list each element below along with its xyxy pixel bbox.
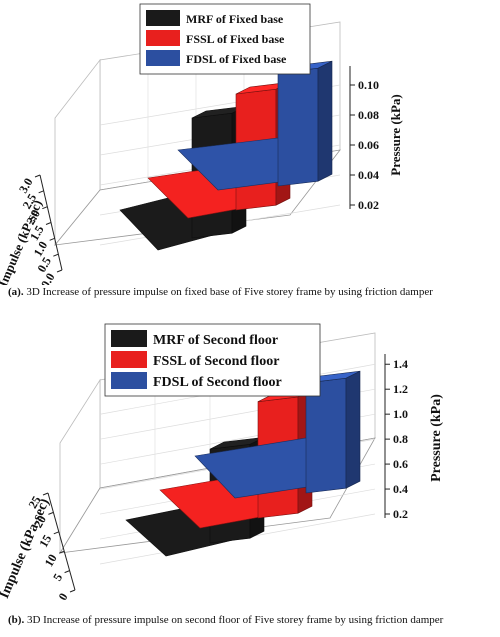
impulse-tick-mark xyxy=(45,222,52,225)
pressure-tick-label: 0.04 xyxy=(358,168,379,182)
impulse-tick-label: 0 xyxy=(55,591,70,603)
impulse-tick-label: 0.0 xyxy=(38,271,58,286)
pressure-tick-label: 1.2 xyxy=(393,382,408,396)
caption-b: (b). 3D Increase of pressure impulse on … xyxy=(8,614,498,626)
impulse-tick-label: 5 xyxy=(50,571,65,583)
pressure-tick-label: 0.08 xyxy=(358,108,379,122)
impulse-tick-mark xyxy=(69,589,76,593)
impulse-tick-label: 2.5 xyxy=(20,191,40,211)
pressure-tick-label: 0.4 xyxy=(393,482,408,496)
legend-label-1: MRF of Second floor xyxy=(153,333,278,348)
impulse-tick-mark xyxy=(53,253,59,257)
chart-a: 0.02 0.04 0.06 0.08 0.10 Pressure (kPa) 0.00.5… xyxy=(0,3,403,286)
legend-swatch-2 xyxy=(146,30,180,46)
impulse-tick-label: 15 xyxy=(36,532,54,549)
series-3-wall-side xyxy=(345,370,361,489)
legend-label-3: FDSL of Fixed base xyxy=(186,52,287,66)
legend-swatch-1 xyxy=(111,330,147,347)
pressure-tick-label: 1.0 xyxy=(393,407,408,421)
impulse-tick-mark xyxy=(53,531,59,535)
impulse-tick-label: 1.0 xyxy=(31,239,51,259)
chart-b: 0.2 0.4 0.6 0.8 1.0 1.2 1.4 Pressure (kPa) 0 5 10 1… xyxy=(0,323,444,603)
legend-swatch-2 xyxy=(111,351,147,368)
pressure-axis-title: Pressure (kPa) xyxy=(429,394,444,482)
pressure-tick-label: 0.10 xyxy=(358,78,379,92)
impulse-tick-mark xyxy=(56,269,63,273)
legend-swatch-3 xyxy=(111,372,147,389)
series-3-wall-side xyxy=(317,60,333,182)
pressure-tick-label: 0.6 xyxy=(393,457,408,471)
impulse-tick-label: 2.0 xyxy=(23,207,43,227)
impulse-axis-line xyxy=(39,174,63,271)
legend-label-3: FDSL of Second floor xyxy=(153,375,282,390)
legend-swatch-3 xyxy=(146,50,180,66)
chart-panel-b: 0.2 0.4 0.6 0.8 1.0 1.2 1.4 Pressure (kPa) 0 5 10 1… xyxy=(0,318,500,637)
legend-label-2: FSSL of Second floor xyxy=(153,354,279,369)
impulse-tick-label: 1.5 xyxy=(27,223,47,243)
impulse-tick-mark xyxy=(49,237,55,241)
pressure-axis-title: Pressure (kPa) xyxy=(388,94,403,175)
pressure-tick-label: 0.02 xyxy=(358,198,379,212)
chart-panel-a: 0.02 0.04 0.06 0.08 0.10 Pressure (kPa) 0.0 0.5… xyxy=(0,0,500,318)
caption-b-label: (b). xyxy=(8,614,25,626)
caption-a-label: (a). xyxy=(8,286,24,298)
legend-swatch-1 xyxy=(146,10,180,26)
impulse-tick-label: 0.5 xyxy=(34,255,54,275)
impulse-tick-mark xyxy=(59,550,65,554)
pressure-tick-label: 0.8 xyxy=(393,432,408,446)
impulse-tick-mark xyxy=(42,206,48,210)
caption-b-text: 3D Increase of pressure impulse on secon… xyxy=(26,614,444,626)
impulse-tick-mark xyxy=(64,570,70,574)
impulse-tick-mark xyxy=(38,190,44,194)
legend-label-2: FSSL of Fixed base xyxy=(186,32,285,46)
pressure-tick-label: 0.2 xyxy=(393,507,408,521)
legend-label-1: MRF of Fixed base xyxy=(186,12,284,26)
impulse-tick-mark xyxy=(48,511,54,515)
caption-a: (a). 3D Increase of pressure impulse on … xyxy=(8,286,498,298)
pressure-tick-label: 0.06 xyxy=(358,138,379,152)
impulse-tick-mark xyxy=(42,492,49,496)
pressure-tick-label: 1.4 xyxy=(393,357,408,371)
impulse-tick-label: 3.0 xyxy=(16,176,36,196)
caption-a-text: 3D Increase of pressure impulse on fixed… xyxy=(26,286,433,298)
impulse-tick-mark xyxy=(34,174,41,178)
impulse-tick-label: 10 xyxy=(42,552,60,569)
series-3-wall-front xyxy=(277,67,319,187)
impulse-axis-line xyxy=(47,492,76,591)
